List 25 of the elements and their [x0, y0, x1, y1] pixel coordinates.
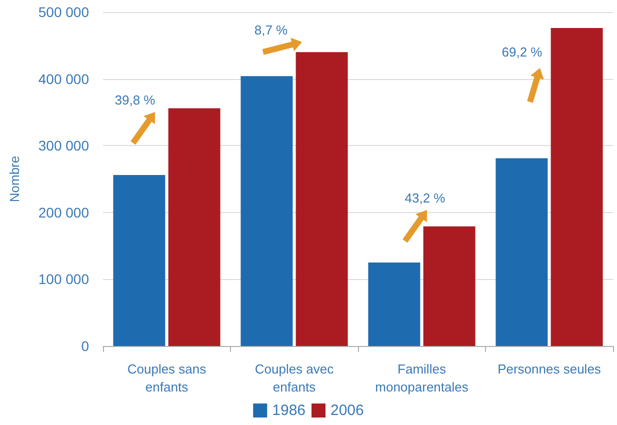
- x-tick-label: Couples sans enfants: [127, 362, 207, 394]
- y-axis-title: Nombre: [7, 156, 22, 202]
- bar: [240, 76, 293, 346]
- bar: [423, 226, 476, 346]
- annotation: 8,7 %: [254, 22, 288, 38]
- bar: [296, 52, 348, 346]
- annotation: 43,2 %: [404, 190, 446, 206]
- y-tick-label: 100 000: [38, 271, 90, 288]
- legend-label: 1986: [272, 402, 306, 419]
- x-tick-label: Couples avec enfants: [254, 362, 334, 394]
- y-tick-label: 0: [81, 338, 90, 354]
- annotation: 39,8 %: [114, 92, 156, 108]
- annotation: 69,2 %: [502, 44, 543, 60]
- y-tick-label: 200 000: [38, 204, 90, 220]
- x-tick-label: Personnes seules: [498, 362, 602, 376]
- bar: [168, 108, 220, 346]
- bar: [113, 174, 166, 346]
- y-tick-label: 300 000: [38, 138, 90, 154]
- legend-label: 2006: [330, 402, 364, 419]
- x-tick-label: Familles monoparentales: [375, 362, 469, 394]
- bar: [496, 158, 548, 346]
- bar: [368, 262, 420, 346]
- bar: [550, 28, 603, 346]
- y-tick-label: 400 000: [38, 70, 90, 87]
- y-tick-label: 500 000: [38, 4, 90, 20]
